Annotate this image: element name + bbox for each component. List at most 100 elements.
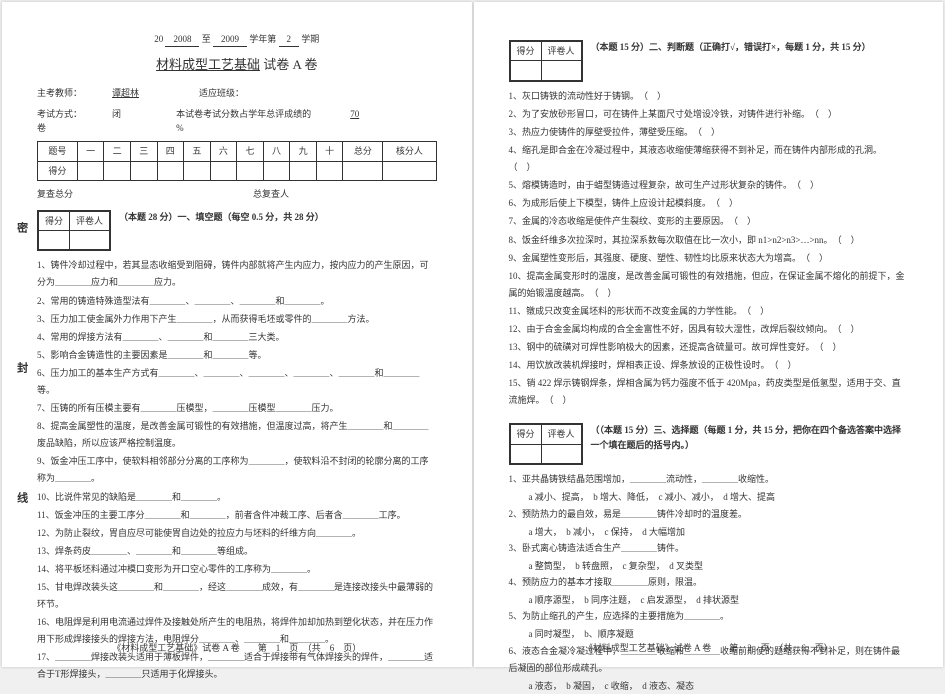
grader-label: 评卷人 xyxy=(541,42,581,61)
weight-text: 本试卷考试分数占学年总评成绩的 xyxy=(176,109,311,119)
academic-year-line: 20 2008 至 2009 学年第 2 学期 xyxy=(37,32,437,47)
col-checker: 核分人 xyxy=(383,142,436,161)
q1-1: 1、铸件冷却过程中，若其显态收缩受到阻碍，铸件内部就将产生内应力，按内应力的产生… xyxy=(37,257,437,291)
exam-page-1: 密 封 线 20 2008 至 2009 学年第 2 学期 材料成型工艺基础 试… xyxy=(2,2,472,667)
col-8: 八 xyxy=(263,142,290,161)
section-2-questions: 1、灰口铸铁的流动性好于铸钢。（ ） 2、为了安放砂形冒口，可在铸件上某面尺寸处… xyxy=(509,88,909,410)
course-name: 材料成型工艺基础 xyxy=(156,57,260,72)
review-row: 复查总分 总复查人 xyxy=(37,187,437,201)
semester-suffix: 学期 xyxy=(301,34,319,44)
pct-sign: % xyxy=(176,123,184,133)
q3-1: 1、亚共晶铸铁结晶范围增加，＿＿＿＿流动性，＿＿＿＿收缩性。 xyxy=(509,471,909,488)
recheck-total: 复查总分 xyxy=(37,187,73,201)
q2-14: 14、用饮放改装机焊接时，焊相表正设、焊条放设的正极性设时。（ ） xyxy=(509,357,909,374)
q3-2-opts: a 增大， b 减小， c 保持， d 大幅增加 xyxy=(509,524,909,540)
q3-1-opts: a 减小、提高， b 增大、降低， c 减小、减小， d 增大、提高 xyxy=(509,489,909,505)
section-2-header: 得分 评卷人 （本题 15 分）二、判断题（正确打√，错误打×，每题 1 分，共… xyxy=(509,40,909,82)
year-1: 2008 xyxy=(165,32,199,47)
exam-method-label: 考试方式： xyxy=(37,109,82,119)
score-label: 得分 xyxy=(39,211,70,230)
semester: 2 xyxy=(279,32,300,47)
section-score-box-2: 得分 评卷人 xyxy=(509,40,583,82)
q1-10: 10、比说件常见的缺陷是＿＿＿＿和＿＿＿＿。 xyxy=(37,489,437,506)
col-3: 三 xyxy=(130,142,157,161)
section-1-questions: 1、铸件冷却过程中，若其显态收缩受到阻碍，铸件内部就将产生内应力，按内应力的产生… xyxy=(37,257,437,683)
q3-4-opts: a 顺序源型， b 同序注题， c 启发源型， d 排状源型 xyxy=(509,592,909,608)
col-5: 五 xyxy=(184,142,211,161)
q2-10: 10、提高金属变形时的温度，是改善金属可锻性的有效措施，但应，在保证金属不熔化的… xyxy=(509,268,909,302)
score-label: 得分 xyxy=(510,425,541,444)
q2-9: 9、金属塑性变形后，其强度、硬度、塑性、韧性均比原来状态大为增高。（ ） xyxy=(509,250,909,267)
q1-11: 11、饭金冲压的主要工序分＿＿＿＿和＿＿＿＿，前者含件冲裁工序、后者含＿＿＿＿工… xyxy=(37,507,437,524)
q2-8: 8、饭金纤维多次拉深时，其拉深系数每次取值在比一次小，即 n1>n2>n3>…>… xyxy=(509,232,909,249)
rechecker: 总复查人 xyxy=(253,187,289,201)
section-1-title: （本题 28 分）一、填空题（每空 0.5 分，共 28 分） xyxy=(119,210,436,224)
q1-5: 5、影响合金铸造性的主要因素是＿＿＿＿和＿＿＿＿等。 xyxy=(37,347,437,364)
q3-2: 2、预防热力的最自效，易是＿＿＿＿铸件冷却时的温度差。 xyxy=(509,506,909,523)
side-seal-3: 线 xyxy=(12,492,30,503)
page-footer-1: 《材料成型工艺基础》试卷 A 卷 第 1 页 （共 6 页） xyxy=(2,641,472,655)
col-1: 一 xyxy=(77,142,104,161)
exam-title: 材料成型工艺基础 试卷 A 卷 xyxy=(37,55,437,76)
weight-pct: 70 xyxy=(350,109,359,119)
exam-page-2: 得分 评卷人 （本题 15 分）二、判断题（正确打√，错误打×，每题 1 分，共… xyxy=(474,2,944,667)
q2-11: 11、镦成只改变金属坯料的形状而不改变金属的力学性能。（ ） xyxy=(509,303,909,320)
q1-12: 12、为防止裂纹，胃自应尽可能使胃自边处的拉应力与坯料的纤维方向＿＿＿＿。 xyxy=(37,525,437,542)
year-connector: 至 xyxy=(202,34,211,44)
grader-label: 评卷人 xyxy=(541,425,581,444)
year-prefix: 20 xyxy=(154,34,163,44)
col-9: 九 xyxy=(290,142,317,161)
meta-row-2: 考试方式：闭卷 本试卷考试分数占学年总评成绩的 70 % xyxy=(37,107,437,136)
year-2: 2009 xyxy=(213,32,247,47)
q3-6-opts: a 液态， b 凝固， c 收缩， d 液态、凝态 xyxy=(509,678,909,694)
q3-4: 4、预防应力的基本才接取＿＿＿＿原则，限温。 xyxy=(509,574,909,591)
meta-row-1: 主考教师： 谭超林 适应班级： xyxy=(37,86,437,100)
class-label: 适应班级： xyxy=(199,86,244,100)
q2-5: 5、熔模铸造时，由于蜡型铸造过程复杂，故可生产过形状复杂的铸件。（ ） xyxy=(509,177,909,194)
q3-5: 5、为防止缩孔的产生，应选择的主要措施为＿＿＿＿。 xyxy=(509,608,909,625)
grader-label: 评卷人 xyxy=(70,211,110,230)
q1-7: 7、压铸的所有压模主要有＿＿＿＿压模型，＿＿＿＿压模型＿＿＿＿压力。 xyxy=(37,400,437,417)
q1-3: 3、压力加工使金属外力作用下产生＿＿＿＿，从而获得毛坯或零件的＿＿＿＿方法。 xyxy=(37,311,437,328)
q1-9: 9、饭金冲压工序中，使软料相邻部分分离的工序称为＿＿＿＿，使软料沿不封闭的轮廓分… xyxy=(37,453,437,487)
q3-3-opts: a 整筒型， b 转盘照， c 复杂型， d 叉类型 xyxy=(509,558,909,574)
score-summary-table: 题号 一 二 三 四 五 六 七 八 九 十 总分 核分人 得分 xyxy=(37,141,437,181)
teacher-label: 主考教师： xyxy=(37,88,82,98)
col-6: 六 xyxy=(210,142,237,161)
section-2-title: （本题 15 分）二、判断题（正确打√，错误打×，每题 1 分，共 15 分） xyxy=(591,40,908,54)
section-3-title: （（本题 15 分）三、选择题（每题 1 分，共 15 分，把你在四个备选答案中… xyxy=(591,423,908,452)
side-seal-2: 封 xyxy=(12,362,30,373)
section-score-box-1: 得分 评卷人 xyxy=(37,210,111,252)
section-3-questions: 1、亚共晶铸铁结晶范围增加，＿＿＿＿流动性，＿＿＿＿收缩性。 a 减小、提高， … xyxy=(509,471,909,694)
side-seal-1: 密 xyxy=(12,222,30,233)
q2-15: 15、销 422 焊示铸钢焊条，焊相含属为钙力强度不低于 420Mpa，药皮类型… xyxy=(509,375,909,409)
q2-4: 4、缩孔是即合金在冷凝过程中，其液态收缩使薄缩获得不到补足，而在铸件内部形成的孔… xyxy=(509,142,909,176)
col-4: 四 xyxy=(157,142,184,161)
q1-14: 14、将平板坯料通过冲模口变形为开口空心零件的工序称为＿＿＿＿。 xyxy=(37,561,437,578)
q1-4: 4、常用的焊接方法有＿＿＿＿、＿＿＿＿和＿＿＿＿三大类。 xyxy=(37,329,437,346)
q1-2: 2、常用的铸造特殊造型法有＿＿＿＿、＿＿＿＿、＿＿＿＿和＿＿＿＿。 xyxy=(37,293,437,310)
section-3-header: 得分 评卷人 （（本题 15 分）三、选择题（每题 1 分，共 15 分，把你在… xyxy=(509,423,909,465)
q1-13: 13、焊条药皮＿＿＿＿、＿＿＿＿和＿＿＿＿等组成。 xyxy=(37,543,437,560)
q2-3: 3、热应力使铸件的厚壁受拉件，薄壁受压缩。（ ） xyxy=(509,124,909,141)
q2-7: 7、金属的冷态收缩是使件产生裂纹、变形的主要原因。（ ） xyxy=(509,213,909,230)
q2-13: 13、钢中的硫磺对可焊性影响极大的因素，还提高含硫量可。故可焊性变好。（ ） xyxy=(509,339,909,356)
paper-label: 试卷 A 卷 xyxy=(263,57,317,72)
col-total: 总分 xyxy=(343,142,383,161)
col-2: 二 xyxy=(104,142,131,161)
q2-2: 2、为了安放砂形冒口，可在铸件上某面尺寸处增设冷铁，对铸件进行补缩。（ ） xyxy=(509,106,909,123)
q2-1: 1、灰口铸铁的流动性好于铸钢。（ ） xyxy=(509,88,909,105)
year-suffix: 学年第 xyxy=(249,34,276,44)
col-header-num: 题号 xyxy=(38,142,78,161)
q1-15: 15、甘电焊改装头这＿＿＿＿和＿＿＿＿，经这＿＿＿＿成效，有＿＿＿＿是连接改接头… xyxy=(37,579,437,613)
row-score-header: 得分 xyxy=(38,161,78,180)
q1-6: 6、压力加工的基本生产方式有＿＿＿＿、＿＿＿＿、＿＿＿＿、＿＿＿＿、＿＿＿＿和＿… xyxy=(37,365,437,399)
col-7: 七 xyxy=(237,142,264,161)
col-10: 十 xyxy=(316,142,343,161)
q2-6: 6、为成形后使上下模型，铸件上应设计起模斜度。（ ） xyxy=(509,195,909,212)
score-label: 得分 xyxy=(510,42,541,61)
q1-8: 8、提高金属塑性的温度，是改善金属可锻性的有效措施，但温度过高，将产生＿＿＿＿和… xyxy=(37,418,437,452)
page-footer-2: 《材料成型工艺基础》试卷 A 卷 第 2 页 （共 6 页） xyxy=(474,641,944,655)
teacher-name: 谭超林 xyxy=(112,88,139,98)
section-score-box-3: 得分 评卷人 xyxy=(509,423,583,465)
